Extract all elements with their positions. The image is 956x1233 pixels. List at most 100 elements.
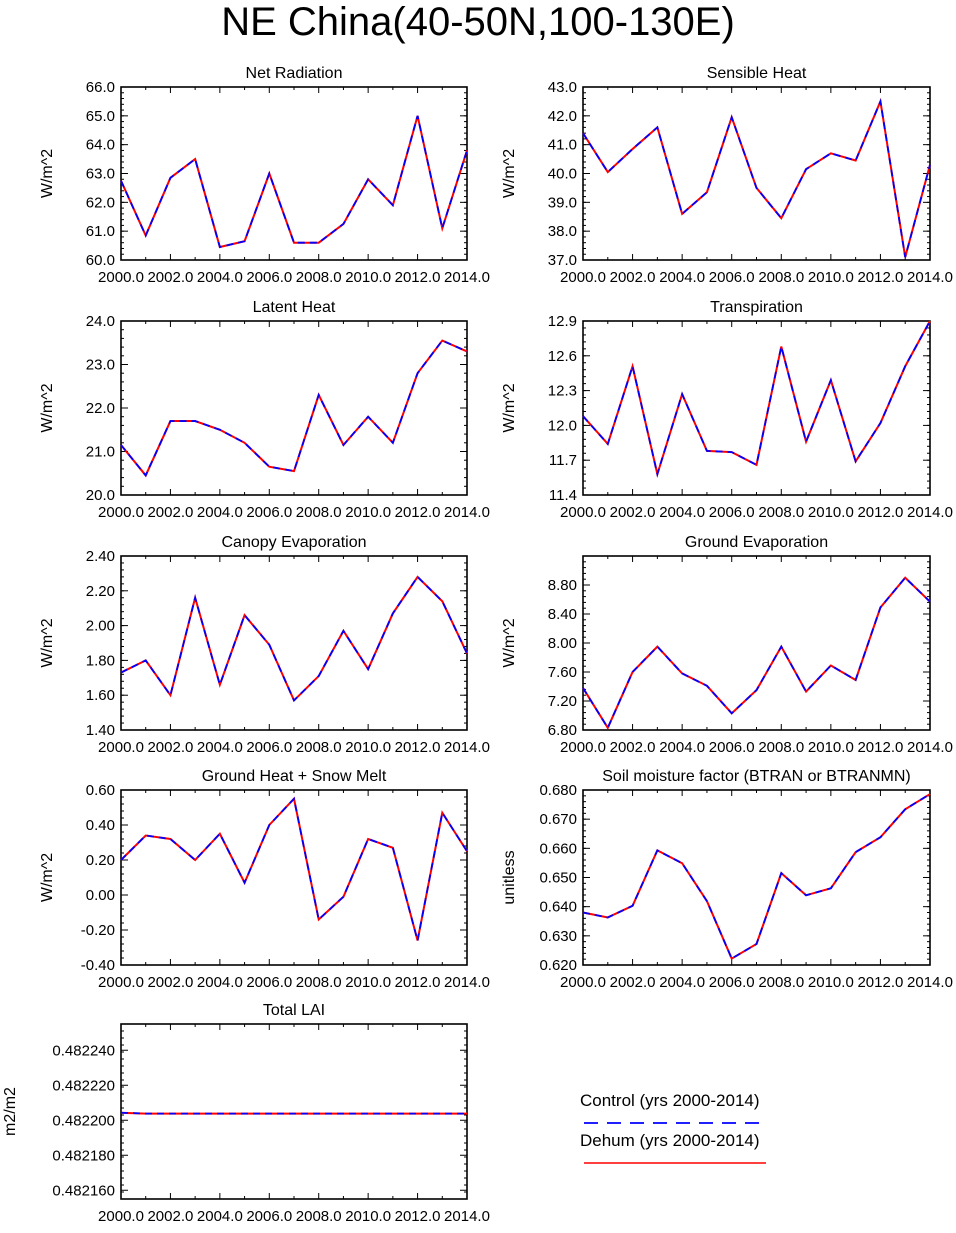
x-tick-label: 2012.0 xyxy=(857,974,903,991)
series-control-line xyxy=(120,115,468,249)
series-dehum-line xyxy=(582,320,931,478)
x-tick-label: 2014.0 xyxy=(444,1208,490,1225)
x-tick-label: 2010.0 xyxy=(808,739,854,756)
x-tick-label: 2000.0 xyxy=(98,974,144,991)
panel-1: Net Radiation 2000.0 2002.0 2004.0 2006.0 200… xyxy=(39,65,490,286)
x-tick-label: 2002.0 xyxy=(147,1208,193,1225)
y-tick-label: 23.0 xyxy=(86,357,115,374)
y-tick-label: 0.640 xyxy=(539,899,577,916)
x-tick-label: 2008.0 xyxy=(758,739,804,756)
y-tick-label: 22.0 xyxy=(86,400,115,417)
y-tick-label: 11.4 xyxy=(549,487,577,504)
series-control-line xyxy=(120,1111,467,1115)
y-tick-label: 1.40 xyxy=(86,722,115,739)
y-tick-label: 0.660 xyxy=(539,840,577,857)
y-tick-label: 1.60 xyxy=(86,687,115,704)
x-tick-label: 2006.0 xyxy=(709,739,755,756)
y-axis-label: W/m^2 xyxy=(39,618,56,667)
panel-title: Total LAI xyxy=(263,1002,325,1019)
y-tick-label: 38.0 xyxy=(548,223,577,240)
x-tick-label: 2014.0 xyxy=(444,739,490,756)
x-tick-label: 2006.0 xyxy=(709,974,755,991)
x-tick-label: 2006.0 xyxy=(709,269,755,286)
y-axis-label: unitless xyxy=(501,850,518,904)
x-tick-label: 2000.0 xyxy=(98,504,144,521)
x-tick-label: 2002.0 xyxy=(610,269,656,286)
legend-label: Control (yrs 2000-2014) xyxy=(580,1091,760,1110)
y-axis-label: W/m^2 xyxy=(501,383,518,432)
x-tick-label: 2004.0 xyxy=(659,504,705,521)
x-tick-label: 2000.0 xyxy=(98,1208,144,1225)
series-control-line xyxy=(582,98,931,258)
series-dehum-line xyxy=(582,97,931,258)
y-tick-label: 39.0 xyxy=(548,194,577,211)
y-tick-label: 7.20 xyxy=(548,693,577,710)
x-tick-label: 2004.0 xyxy=(197,269,243,286)
series-control-line xyxy=(120,796,468,941)
x-tick-label: 2008.0 xyxy=(296,974,342,991)
y-tick-label: 0.60 xyxy=(86,782,115,799)
figure-title: NE China(40-50N,100-130E) xyxy=(221,0,735,44)
x-tick-label: 2010.0 xyxy=(808,269,854,286)
x-tick-label: 2006.0 xyxy=(246,974,292,991)
y-tick-label: 0.482180 xyxy=(52,1147,115,1164)
y-tick-label: 0.650 xyxy=(539,870,577,887)
y-tick-label: 43.0 xyxy=(548,79,577,96)
series-dehum-line xyxy=(120,115,468,249)
y-tick-label: 62.0 xyxy=(86,194,115,211)
y-tick-label: 64.0 xyxy=(86,137,115,154)
x-tick-label: 2008.0 xyxy=(758,504,804,521)
y-tick-label: 12.3 xyxy=(548,383,577,400)
panel-5: Canopy Evaporation 2000.0 2002.0 2004.0 2006… xyxy=(39,534,490,756)
x-tick-label: 2006.0 xyxy=(246,1208,292,1225)
x-tick-label: 2010.0 xyxy=(345,974,391,991)
x-tick-label: 2004.0 xyxy=(197,739,243,756)
panel-2: Sensible Heat 2000.0 2002.0 2004.0 2006.0 200… xyxy=(501,65,953,286)
y-tick-label: 37.0 xyxy=(548,252,577,269)
y-tick-label: 66.0 xyxy=(86,79,115,96)
x-tick-label: 2012.0 xyxy=(857,504,903,521)
x-tick-label: 2014.0 xyxy=(444,504,490,521)
x-tick-label: 2010.0 xyxy=(345,269,391,286)
x-tick-label: 2008.0 xyxy=(758,269,804,286)
x-tick-label: 2002.0 xyxy=(147,739,193,756)
legend: Control (yrs 2000-2014) Dehum (yrs 2000-2… xyxy=(580,1091,766,1164)
x-tick-label: 2012.0 xyxy=(857,739,903,756)
x-tick-label: 2008.0 xyxy=(296,1208,342,1225)
y-tick-label: 61.0 xyxy=(86,223,115,240)
y-tick-label: 0.00 xyxy=(86,887,115,904)
y-tick-label: 0.482220 xyxy=(52,1077,115,1094)
y-axis-label: W/m^2 xyxy=(501,149,518,198)
y-tick-label: 0.670 xyxy=(539,811,577,828)
x-tick-label: 2014.0 xyxy=(444,269,490,286)
x-tick-label: 2008.0 xyxy=(758,974,804,991)
x-tick-label: 2000.0 xyxy=(98,269,144,286)
y-tick-label: 41.0 xyxy=(548,137,577,154)
x-tick-label: 2010.0 xyxy=(345,504,391,521)
y-tick-label: 21.0 xyxy=(86,444,115,461)
x-tick-label: 2004.0 xyxy=(197,974,243,991)
x-tick-label: 2004.0 xyxy=(659,269,705,286)
x-tick-label: 2012.0 xyxy=(395,974,441,991)
y-tick-label: 0.482240 xyxy=(52,1042,115,1059)
y-tick-label: 2.40 xyxy=(86,548,115,565)
x-tick-label: 2004.0 xyxy=(659,974,705,991)
plot-frame xyxy=(582,789,931,966)
y-axis-label: W/m^2 xyxy=(39,853,56,902)
series-dehum-line xyxy=(120,796,468,941)
y-tick-label: 11.7 xyxy=(549,452,577,469)
x-tick-label: 2002.0 xyxy=(147,974,193,991)
y-tick-label: 0.482160 xyxy=(52,1182,115,1199)
x-tick-label: 2010.0 xyxy=(345,1208,391,1225)
x-tick-label: 2000.0 xyxy=(560,269,606,286)
x-tick-label: 2002.0 xyxy=(147,504,193,521)
x-tick-label: 2002.0 xyxy=(610,504,656,521)
x-tick-label: 2004.0 xyxy=(197,1208,243,1225)
x-tick-label: 2004.0 xyxy=(197,504,243,521)
panel-title: Transpiration xyxy=(710,299,803,316)
y-tick-label: 0.630 xyxy=(539,928,577,945)
series-control-line xyxy=(582,576,931,730)
x-tick-label: 2014.0 xyxy=(907,739,953,756)
y-tick-label: 12.6 xyxy=(548,348,577,365)
x-tick-label: 2008.0 xyxy=(296,739,342,756)
